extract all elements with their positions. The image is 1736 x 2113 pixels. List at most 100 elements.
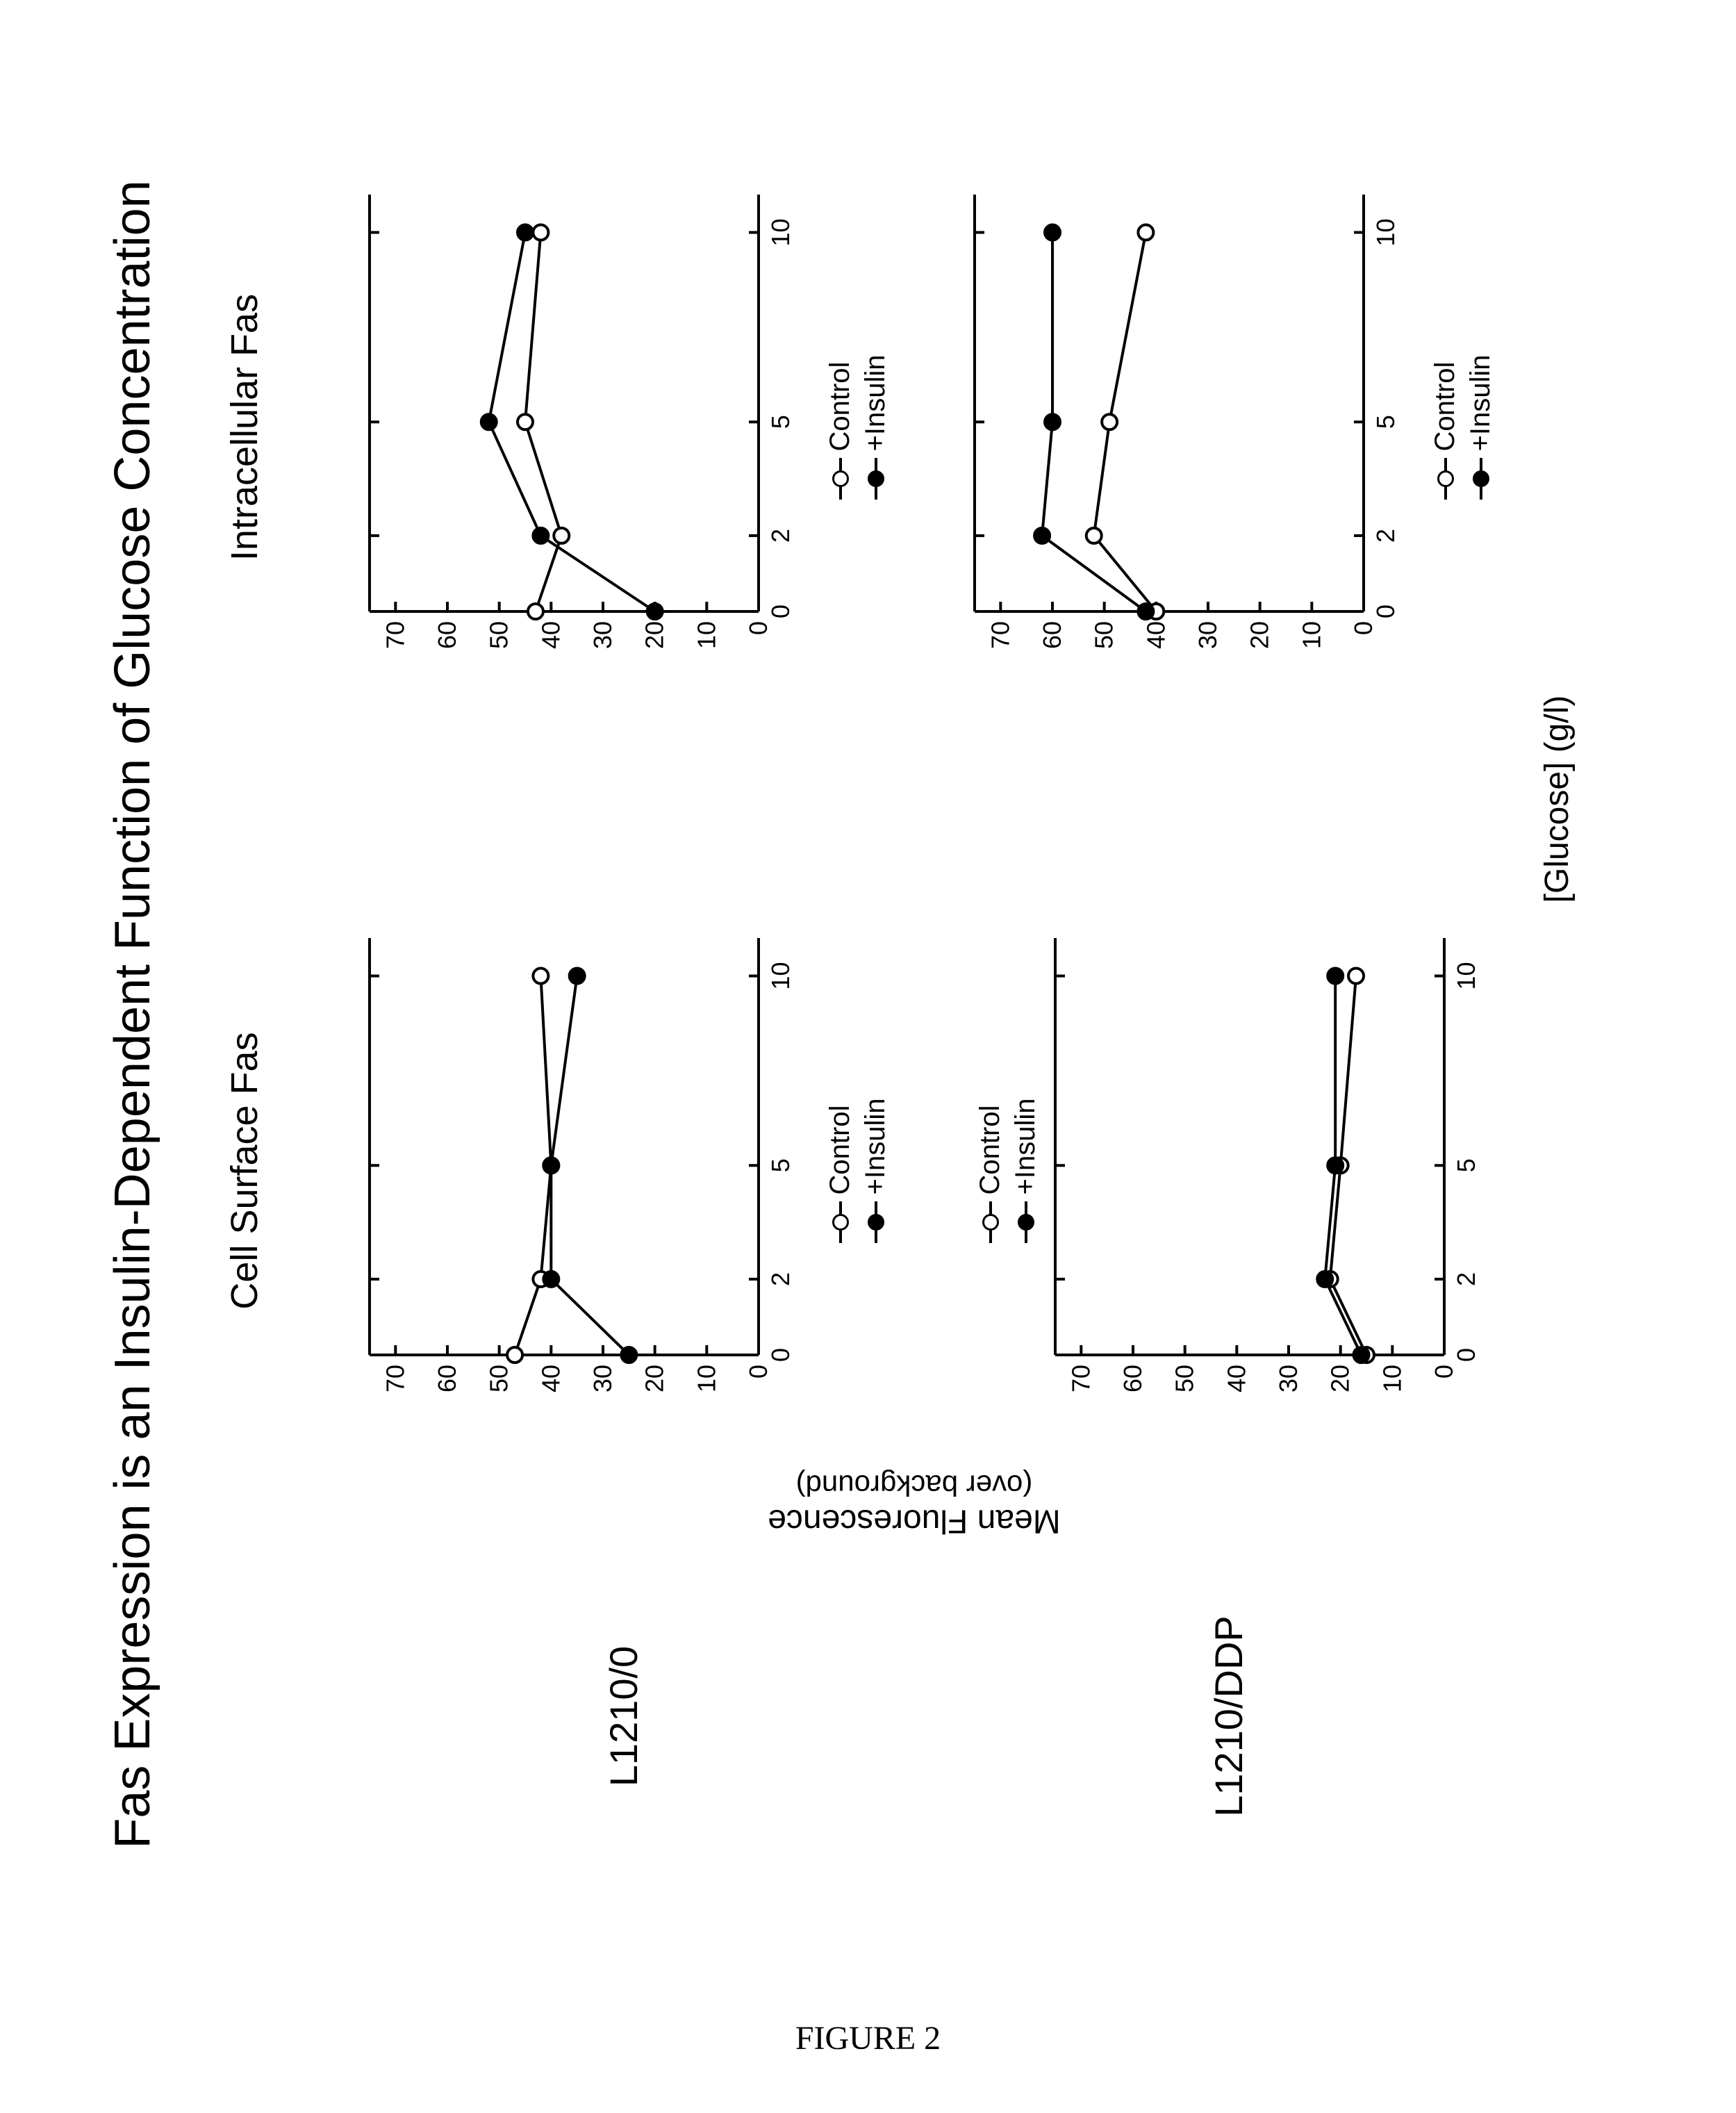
legend-line-icon — [874, 1201, 877, 1243]
svg-text:40: 40 — [536, 1365, 565, 1392]
x-axis-label: [Glucose] (g/l) — [1538, 695, 1576, 903]
filled-circle-icon — [867, 1214, 884, 1231]
svg-text:40: 40 — [1222, 1365, 1250, 1392]
svg-text:50: 50 — [484, 1365, 513, 1392]
open-circle-icon — [982, 1214, 998, 1231]
legend-line-icon — [1444, 458, 1446, 500]
legend: Control+Insulin — [825, 1098, 891, 1243]
y-axis-sublabel: (over background) — [706, 1468, 1123, 1502]
legend-label-control: Control — [1430, 361, 1461, 451]
y-axis-label: Mean Fluorescence — [706, 1502, 1123, 1540]
svg-text:40: 40 — [536, 621, 565, 649]
svg-text:20: 20 — [640, 1365, 668, 1392]
svg-text:2: 2 — [766, 529, 795, 543]
svg-text:60: 60 — [433, 1365, 461, 1392]
chart-l1210-0-intra: 0 10 20 30 40 50 60 70 0 2 5 10 Control+Insulin — [356, 181, 891, 674]
rotated-content: Fas Expression is an Insulin-Dependent F… — [104, 42, 1632, 1987]
svg-text:20: 20 — [640, 621, 668, 649]
svg-text:10: 10 — [1452, 962, 1480, 989]
svg-text:40: 40 — [1141, 621, 1170, 649]
legend-label-insulin: +Insulin — [1465, 354, 1496, 451]
svg-text:70: 70 — [1066, 1365, 1095, 1392]
open-circle-icon — [1437, 470, 1453, 487]
legend-row-insulin: +Insulin — [860, 1098, 891, 1243]
legend-row-control: Control — [1430, 354, 1461, 500]
legend-line-icon — [1479, 458, 1482, 500]
y-axis-label-group: Mean Fluorescence (over background) — [706, 1468, 1123, 1540]
svg-text:10: 10 — [692, 1365, 720, 1392]
legend-row-insulin: +Insulin — [1010, 1098, 1041, 1243]
chart-l1210-ddp-intra: 01020304050607002510 Control+Insulin — [961, 181, 1496, 674]
figure-caption: FIGURE 2 — [795, 2019, 941, 2057]
svg-text:10: 10 — [766, 218, 795, 246]
legend-label-control: Control — [825, 361, 856, 451]
legend-row-control: Control — [975, 1098, 1006, 1243]
svg-text:2: 2 — [1452, 1272, 1480, 1286]
row-label-l1210-0: L1210/0 — [601, 1645, 646, 1786]
chart-l1210-0-surface: 01020304050607002510 Control+Insulin — [356, 924, 891, 1417]
chart-svg: 01020304050607002510 — [961, 181, 1412, 674]
legend-row-control: Control — [825, 354, 856, 500]
filled-circle-icon — [867, 470, 884, 487]
chart-svg: 01020304050607002510 — [356, 924, 807, 1417]
svg-text:0: 0 — [766, 605, 795, 618]
legend-line-icon — [989, 1201, 991, 1243]
svg-text:0: 0 — [1371, 605, 1400, 618]
legend-line-icon — [874, 458, 877, 500]
filled-circle-icon — [1017, 1214, 1034, 1231]
svg-text:50: 50 — [484, 621, 513, 649]
main-title: Fas Expression is an Insulin-Dependent F… — [104, 42, 161, 1987]
chart-svg: 0 10 20 30 40 50 60 70 0 2 5 10 — [1041, 924, 1493, 1417]
col-title-surface: Cell Surface Fas — [223, 1032, 266, 1309]
legend-label-insulin: +Insulin — [860, 354, 891, 451]
legend-row-insulin: +Insulin — [860, 354, 891, 500]
svg-text:70: 70 — [986, 621, 1014, 649]
svg-text:2: 2 — [766, 1272, 795, 1286]
legend-line-icon — [838, 1201, 841, 1243]
svg-text:10: 10 — [1378, 1365, 1406, 1392]
svg-text:5: 5 — [766, 1158, 795, 1172]
legend-label-control: Control — [975, 1105, 1006, 1194]
svg-text:10: 10 — [1371, 218, 1400, 246]
svg-text:0: 0 — [744, 621, 772, 635]
svg-text:30: 30 — [588, 1365, 617, 1392]
svg-text:60: 60 — [433, 621, 461, 649]
page: Fas Expression is an Insulin-Dependent F… — [0, 0, 1736, 2113]
legend-label-insulin: +Insulin — [1010, 1098, 1041, 1194]
open-circle-icon — [832, 1214, 848, 1231]
svg-text:10: 10 — [692, 621, 720, 649]
legend-line-icon — [1024, 1201, 1027, 1243]
legend-label-insulin: +Insulin — [860, 1098, 891, 1194]
svg-text:5: 5 — [766, 415, 795, 429]
legend: Control+Insulin — [1430, 354, 1496, 500]
svg-text:60: 60 — [1118, 1365, 1147, 1392]
col-title-intra: Intracellular Fas — [223, 294, 266, 561]
svg-text:0: 0 — [744, 1365, 772, 1379]
row-label-l1210-ddp: L1210/DDP — [1206, 1615, 1251, 1817]
legend-line-icon — [838, 458, 841, 500]
svg-text:70: 70 — [381, 1365, 409, 1392]
svg-text:70: 70 — [381, 621, 409, 649]
svg-text:50: 50 — [1089, 621, 1118, 649]
svg-text:30: 30 — [588, 621, 617, 649]
legend: Control+Insulin — [975, 1098, 1041, 1243]
svg-text:20: 20 — [1245, 621, 1273, 649]
chart-svg: 0 10 20 30 40 50 60 70 0 2 5 10 — [356, 181, 807, 674]
open-circle-icon — [832, 470, 848, 487]
svg-text:60: 60 — [1038, 621, 1066, 649]
svg-text:0: 0 — [1452, 1348, 1480, 1362]
legend: Control+Insulin — [825, 354, 891, 500]
svg-text:0: 0 — [1430, 1365, 1458, 1379]
filled-circle-icon — [1472, 470, 1489, 487]
svg-text:30: 30 — [1193, 621, 1222, 649]
svg-text:0: 0 — [766, 1348, 795, 1362]
svg-text:20: 20 — [1325, 1365, 1354, 1392]
legend-label-control: Control — [825, 1105, 856, 1194]
chart-grid: Cell Surface Fas Intracellular Fas L1210… — [203, 42, 1576, 1987]
legend-row-control: Control — [825, 1098, 856, 1243]
svg-text:5: 5 — [1452, 1158, 1480, 1172]
svg-text:50: 50 — [1170, 1365, 1198, 1392]
chart-l1210-ddp-surface: Control+Insulin 0 10 20 30 40 50 60 70 0 2 5 10 — [961, 924, 1496, 1417]
legend-row-insulin: +Insulin — [1465, 354, 1496, 500]
svg-text:30: 30 — [1274, 1365, 1303, 1392]
